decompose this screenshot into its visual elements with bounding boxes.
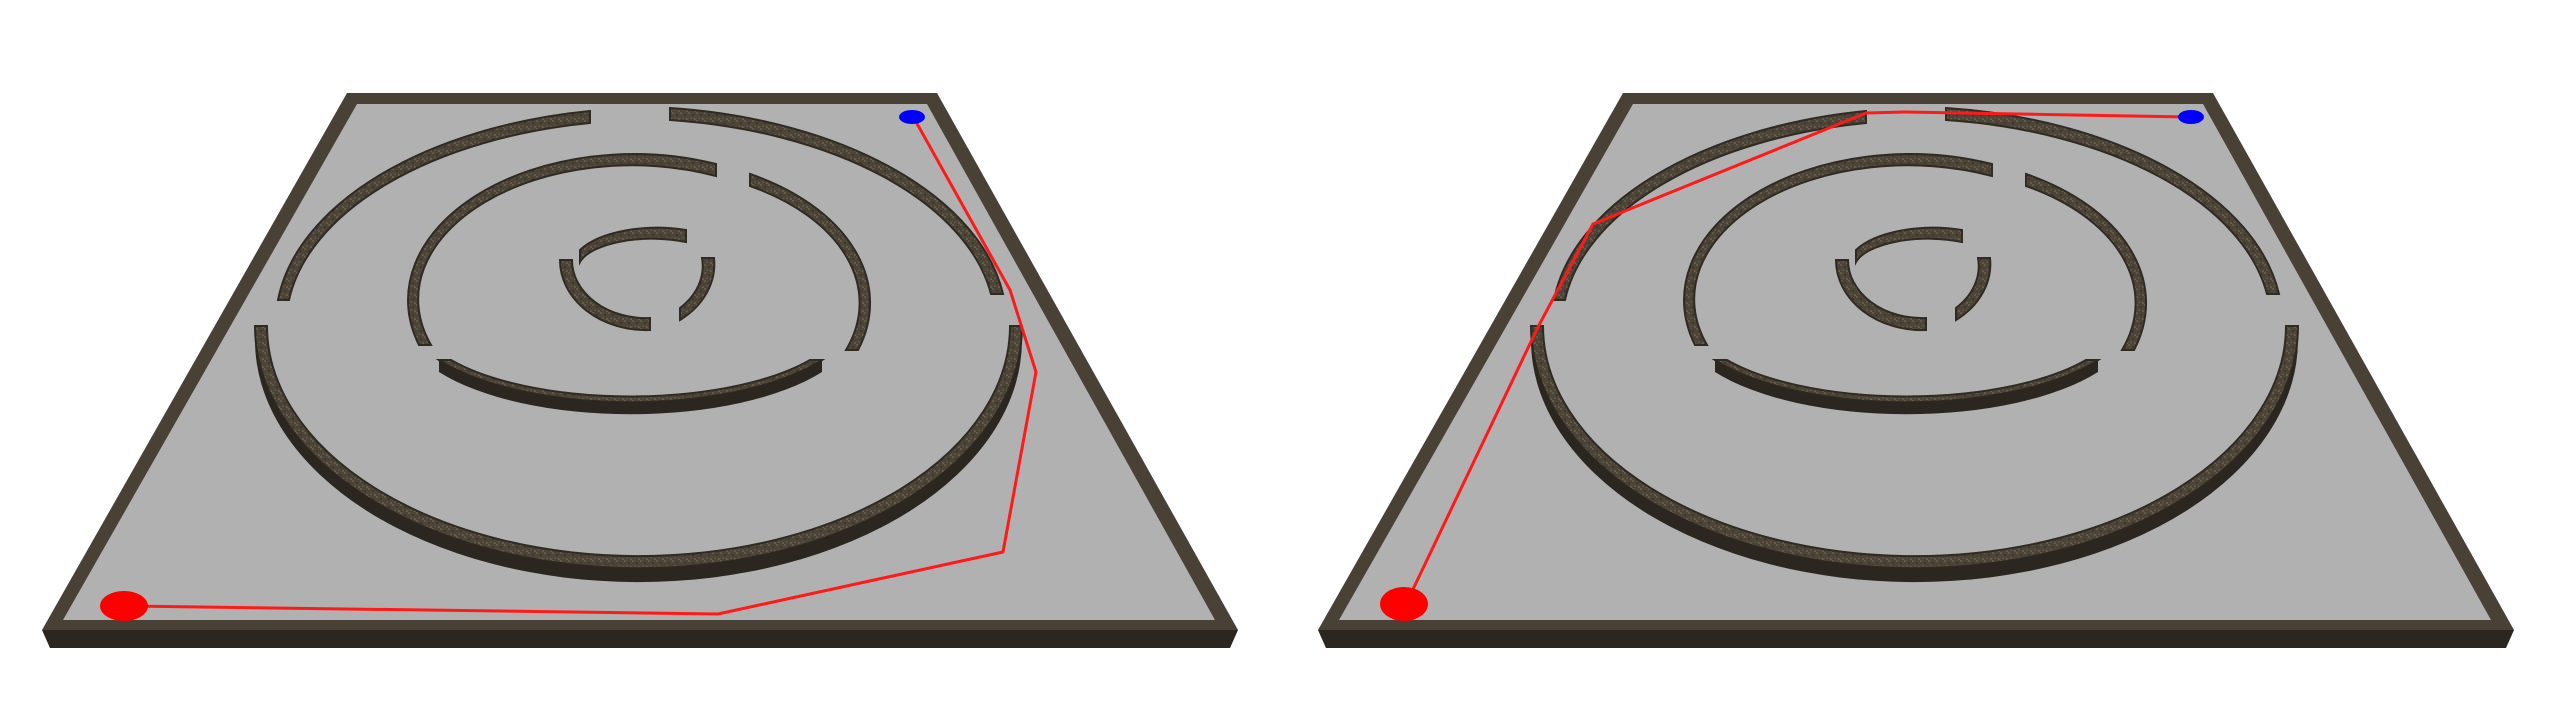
right-inner-ring-left [1834,259,1927,332]
left-inner-ring-left [558,259,651,332]
right-outer-ring-top-right [1945,106,2281,295]
left-board-floor [63,104,1215,620]
right-board-floor [1339,104,2491,620]
left-inner-ring-top [579,226,687,266]
right-board-side [1318,630,2514,648]
right-inner-ring-top [1855,226,1963,266]
left-board-side [42,630,1238,648]
left-outer-ring-top-right [669,106,1005,295]
right-outer-ring-top [1552,109,1867,301]
right-inner-ring-right [1955,257,1992,322]
right-middle-ring-side [1715,360,2098,415]
right-start-marker [1380,587,1428,621]
right-goal-marker [2178,110,2204,124]
left-middle-ring-top-right [749,172,872,351]
right-maze-panel [1318,93,2514,648]
right-middle-ring-top-right [2025,172,2148,351]
left-maze-panel [42,93,1238,648]
left-goal-marker [899,110,925,124]
left-outer-ring-top [276,109,591,301]
left-solution-path [126,118,1038,616]
left-middle-ring-side [439,360,822,415]
left-start-marker [100,591,148,621]
left-inner-ring-right [679,257,716,322]
right-middle-ring-top [1683,153,1993,346]
right-solution-path [1404,110,2192,606]
left-middle-ring-top [407,153,717,346]
